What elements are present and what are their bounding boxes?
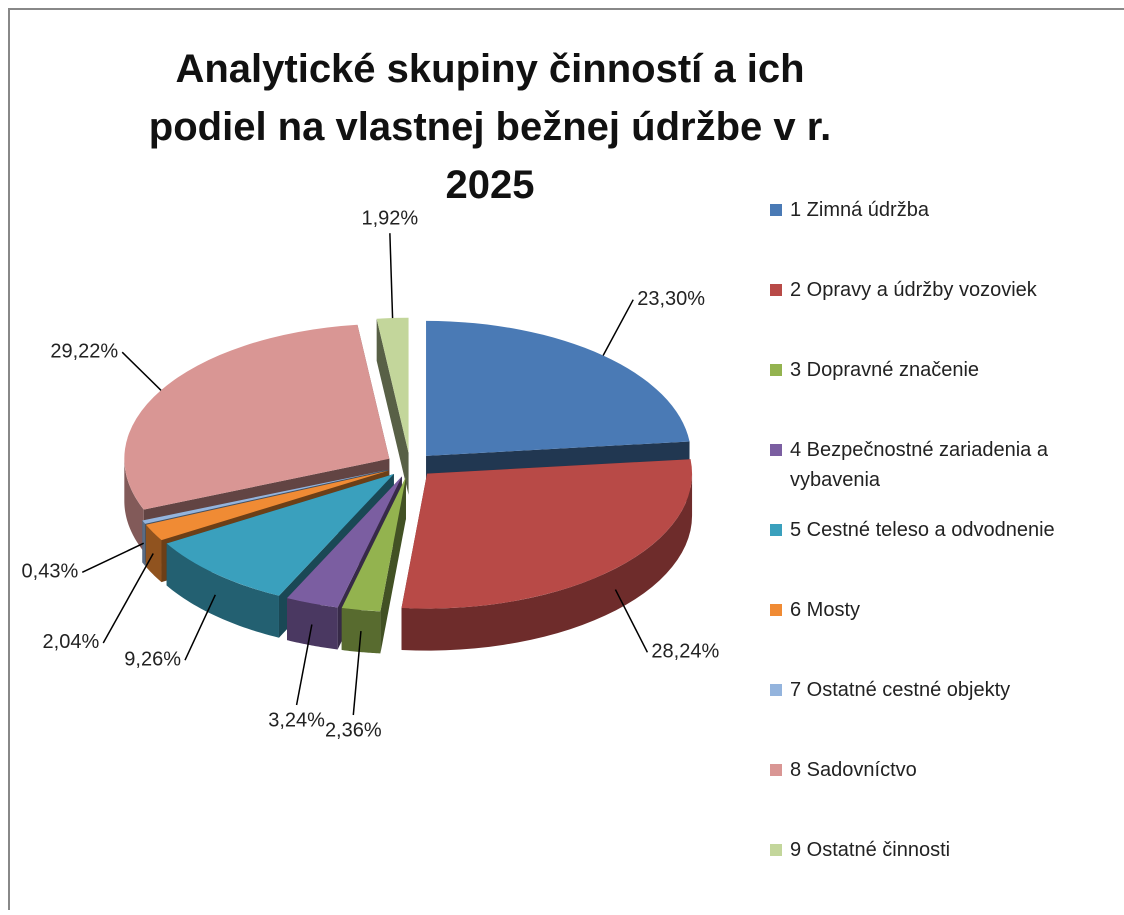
slice	[341, 477, 406, 654]
leader-line	[121, 351, 162, 391]
slice-wall	[145, 524, 162, 583]
slice	[376, 317, 409, 495]
slice-side	[376, 318, 409, 495]
slice	[401, 459, 693, 651]
legend-item: 3 Dopravné značenie	[770, 355, 1115, 435]
leader-line	[102, 553, 154, 644]
chart: 23,30% 28,24% 2,36%3,24% 9,26% 2,04% 0,43% 29,…	[22, 207, 720, 741]
slice-top	[376, 317, 409, 453]
slice-top	[166, 474, 394, 596]
slice-wall	[341, 608, 381, 654]
legend-label: 4 Bezpečnostné zariadenia a vybavenia	[790, 439, 1048, 491]
leader-line	[295, 624, 313, 706]
slice-top	[401, 459, 693, 609]
slice-wall	[124, 458, 144, 552]
leader-line	[602, 299, 634, 356]
legend-item: 1 Zimná údržba	[770, 195, 1115, 275]
legend-swatch	[770, 684, 782, 696]
slice-top	[145, 470, 389, 541]
legend-item: 7 Ostatné cestné objekty	[770, 675, 1115, 755]
legend-label: 1 Zimná údržba	[790, 199, 929, 221]
chart-frame	[8, 8, 1124, 910]
slice-top	[124, 324, 390, 510]
legend-label: 5 Cestné teleso a odvodnenie	[790, 519, 1055, 541]
legend-label: 3 Dopravné značenie	[790, 359, 980, 381]
data-label: 0,43%	[22, 561, 79, 583]
legend-swatch	[770, 444, 782, 456]
slice-top	[341, 477, 406, 612]
legend-item: 5 Cestné teleso a odvodnenie	[770, 515, 1115, 595]
legend-swatch	[770, 364, 782, 376]
data-label: 23,30%	[637, 288, 705, 310]
leader-line	[389, 233, 394, 319]
data-label: 29,22%	[50, 340, 118, 362]
legend-item: 2 Opravy a údržby vozoviek	[770, 275, 1115, 355]
slice-top	[426, 320, 690, 456]
legend-label: 2 Opravy a údržby vozoviek	[790, 279, 1037, 301]
legend-swatch	[770, 204, 782, 216]
legend-swatch	[770, 844, 782, 856]
data-label: 2,36%	[325, 719, 382, 741]
legend-swatch	[770, 524, 782, 536]
leader-line	[614, 589, 649, 653]
legend-label: 9 Ostatné činnosti	[790, 839, 951, 861]
data-label: 9,26%	[124, 649, 181, 671]
data-label: 2,04%	[43, 631, 100, 653]
chart-title: Analytické skupiny činností a ich podiel…	[148, 47, 832, 207]
legend-item: 4 Bezpečnostné zariadenia a vybavenia	[770, 435, 1115, 515]
legend-label: 7 Ostatné cestné objekty	[790, 679, 1011, 701]
slice-top	[142, 469, 388, 524]
data-label: 3,24%	[268, 709, 325, 731]
slice-top	[286, 476, 402, 608]
leader-line	[352, 631, 362, 716]
legend-item: 9 Ostatné činnosti	[770, 835, 1115, 915]
legend-label: 8 Sadovníctvo	[790, 759, 917, 781]
legend-swatch	[770, 284, 782, 296]
leader-line	[184, 594, 216, 661]
leader-line	[81, 542, 145, 574]
slice-wall	[286, 598, 338, 650]
slice-wall	[401, 473, 693, 651]
legend-swatch	[770, 604, 782, 616]
legend-item: 6 Mosty	[770, 595, 1115, 675]
slice-wall	[166, 543, 279, 638]
data-label: 1,92%	[362, 207, 419, 229]
legend-label: 6 Mosty	[790, 599, 861, 621]
data-label: 28,24%	[651, 641, 719, 663]
legend-item: 8 Sadovníctvo	[770, 755, 1115, 835]
slice-wall	[142, 520, 146, 566]
legend: 1 Zimná údržba 2 Opravy a údržby vozoviek…	[770, 195, 1115, 915]
legend-swatch	[770, 764, 782, 776]
